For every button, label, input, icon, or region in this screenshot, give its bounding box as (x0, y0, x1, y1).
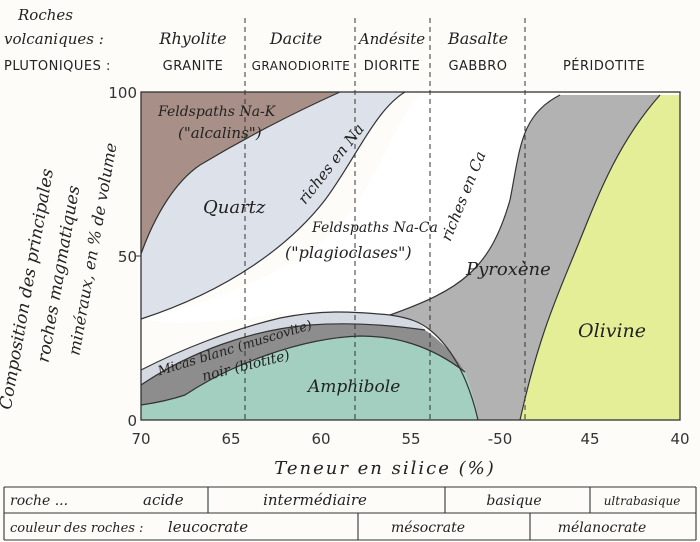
mineral-regions (141, 92, 680, 420)
biotite-amphibole-boundary (140, 335, 466, 406)
plagioclase-region (141, 95, 560, 323)
granite-label: GRANITE (163, 59, 224, 74)
diorite-label: DIORITE (364, 59, 421, 74)
mica-top-boundary (140, 311, 479, 421)
plagioclase-label: Feldspaths Na-Ca (311, 220, 438, 236)
y-tick-0: 0 (127, 412, 137, 430)
plutonic-label: PLUTONIQUES : (4, 59, 111, 74)
x-tick-60: 60 (311, 430, 330, 448)
rock-separators (244, 18, 526, 420)
olivine-label: Olivine (578, 320, 646, 342)
x-tick-45: 45 (580, 430, 599, 448)
peridotite-label: PÉRIDOTITE (563, 58, 645, 74)
muscovite-biotite-boundary (140, 323, 426, 386)
quartz-label: Quartz (203, 197, 266, 218)
intermediate-label: intermédiaire (263, 491, 367, 509)
muscovite-region (141, 311, 425, 385)
andesite-label: Andésite (357, 30, 425, 48)
plagioclase-pyroxene-boundary (389, 94, 561, 316)
x-tick-70: 70 (131, 430, 150, 448)
color-row-label: couleur des roches : (10, 521, 143, 536)
ultrabasic-label: ultrabasique (604, 494, 681, 508)
x-tick-65: 65 (221, 430, 240, 448)
y-tick-100: 100 (108, 84, 137, 102)
y-tick-50: 50 (118, 248, 137, 266)
x-tick-50: -50 (488, 430, 513, 448)
melanocrate-label: mélanocrate (558, 520, 647, 536)
x-tick-40: 40 (670, 430, 689, 448)
x-tick-55: 55 (401, 430, 420, 448)
classification-footer: roche ... acide intermédiaire basique ul… (3, 486, 697, 541)
biotite-region (141, 323, 465, 405)
plagioclase-sublabel: ("plagioclases") (285, 243, 412, 262)
leucocrate-label: leucocrate (168, 518, 248, 536)
volcanic-label-line2: volcaniques : (4, 30, 104, 48)
region-boundaries (140, 91, 661, 421)
quartz-region (141, 92, 405, 319)
x-axis-title: Teneur en silice (%) (274, 458, 496, 479)
alkali-feldspar-sublabel: ("alcalins") (178, 124, 262, 142)
quartz-plagioclase-boundary (140, 91, 406, 320)
basic-label: basique (486, 493, 541, 509)
rock-row-label: roche ... (10, 493, 68, 509)
gabbro-label: GABBRO (448, 59, 507, 74)
amphibole-region (141, 336, 478, 420)
alkali-feldspar-label: Feldspaths Na-K (157, 104, 277, 120)
rock-name-header: Roches volcaniques : PLUTONIQUES : Rhyol… (4, 6, 645, 74)
x-axis: 70 65 60 55 -50 45 40 Teneur en silice (… (131, 430, 689, 479)
olivine-region (520, 95, 680, 420)
amphibole-label: Amphibole (306, 377, 400, 397)
rhyolite-label: Rhyolite (158, 29, 226, 48)
alkali-quartz-boundary (140, 91, 341, 255)
volcanic-label-line1: Roches (17, 6, 73, 24)
basalte-label: Basalte (447, 29, 508, 48)
pyroxene-region (390, 95, 660, 420)
pyroxene-olivine-boundary (519, 94, 661, 421)
dacite-label: Dacite (269, 29, 322, 48)
y-axis: 100 50 0 Composition des principales roc… (0, 84, 141, 430)
acid-label: acide (143, 491, 184, 509)
mesocrate-label: mésocrate (391, 520, 465, 536)
alkali-feldspar-region (141, 92, 340, 254)
pyroxene-label: Pyroxène (465, 259, 551, 280)
granodiorite-label: GRANODIORITE (252, 59, 351, 73)
